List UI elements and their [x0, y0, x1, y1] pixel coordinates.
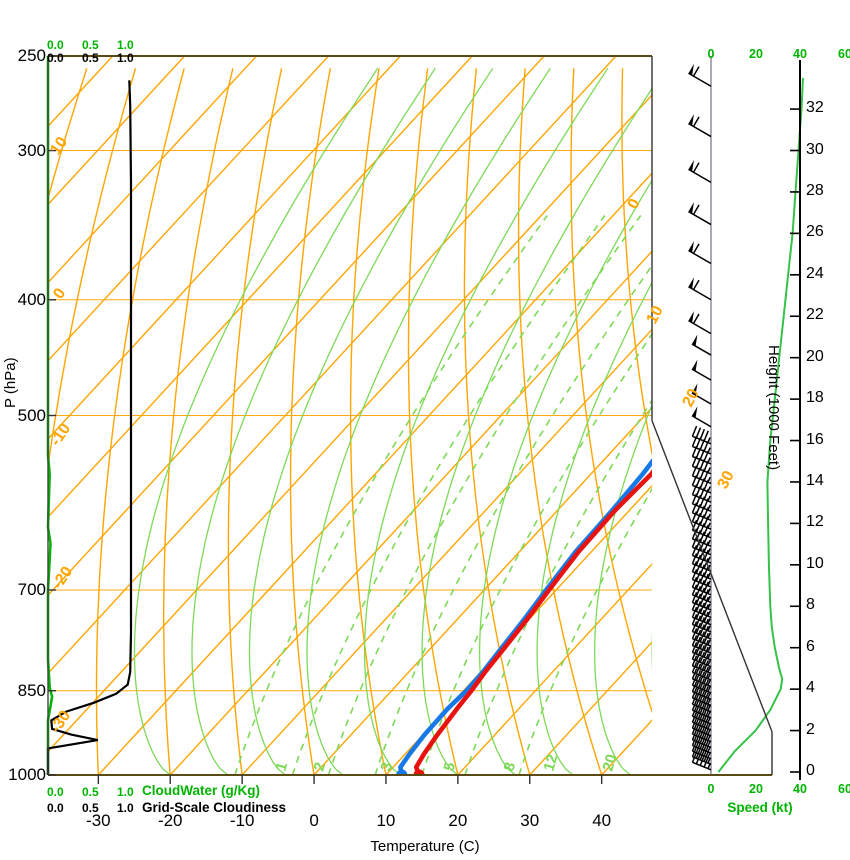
- mixing-ratio-label-12: 12: [541, 752, 562, 773]
- cloudwater-tick-top-0: 0.0: [47, 38, 64, 52]
- profile-layer: [396, 458, 652, 775]
- pressure-tick-700: 700: [17, 580, 46, 599]
- pressure-tick-850: 850: [17, 680, 46, 700]
- height-tick-14: 14: [806, 471, 824, 489]
- mixing-ratio-label-20: 20: [600, 752, 621, 773]
- temperature-tick-0: 0: [309, 811, 319, 830]
- height-axis-title: Height (1000 Feet): [765, 345, 782, 471]
- wind-speed-curve: [717, 77, 804, 773]
- adiabat-label-20-right: 20: [680, 386, 703, 410]
- cloudwater-tick-bot-2: 1.0: [117, 785, 134, 799]
- cloudwater-legend: CloudWater (g/Kg): [142, 783, 260, 798]
- speed-tick-bot-40: 40: [793, 782, 807, 796]
- height-tick-22: 22: [806, 306, 824, 324]
- height-tick-26: 26: [806, 223, 824, 241]
- speed-tick-bot-20: 20: [749, 782, 763, 796]
- pressure-tick-1000: 1000: [8, 765, 46, 784]
- height-tick-28: 28: [806, 181, 824, 199]
- cloudwater-tick-bot-1: 0.5: [82, 785, 99, 799]
- pressure-tick-250: 250: [17, 46, 46, 65]
- speed-tick-bot-60: 60: [838, 782, 850, 796]
- height-tick-10: 10: [806, 554, 824, 572]
- height-tick-4: 4: [806, 679, 815, 697]
- cloudiness-tick-bot-1: 0.5: [82, 801, 99, 815]
- cloudiness-tick-top-2: 1.0: [117, 51, 134, 65]
- height-tick-8: 8: [806, 596, 815, 614]
- cloudiness-legend: Grid-Scale Cloudiness: [142, 800, 287, 815]
- height-tick-6: 6: [806, 637, 815, 655]
- cloudwater-tick-top-1: 0.5: [82, 38, 99, 52]
- plot-frame: [47, 55, 801, 784]
- temperature-axis-title: Temperature (C): [370, 838, 480, 855]
- temperature-tick-30: 30: [520, 811, 540, 830]
- height-tick-16: 16: [806, 430, 824, 448]
- grid-layer: [48, 55, 652, 776]
- adiabat-label-30-right: 30: [715, 468, 738, 492]
- pressure-tick-500: 500: [17, 405, 46, 425]
- height-tick-32: 32: [806, 99, 824, 117]
- temperature-tick--10: -10: [229, 811, 255, 830]
- wind-barb-column: [688, 56, 712, 775]
- cloudiness-tick-bot-2: 1.0: [117, 801, 134, 815]
- cloudiness-tick-bot-0: 0.0: [47, 801, 64, 815]
- pressure-tick-300: 300: [17, 140, 46, 160]
- height-tick-24: 24: [806, 264, 824, 282]
- speed-tick-top-0: 0: [707, 47, 715, 61]
- cloudiness-tick-top-0: 0.0: [47, 51, 64, 65]
- temperature-tick-10: 10: [376, 811, 396, 830]
- height-tick-20: 20: [806, 347, 824, 365]
- temperature-tick-40: 40: [592, 811, 612, 830]
- adiabat-label-10-right: 10: [644, 303, 667, 327]
- pressure-axis-title: P (hPa): [2, 357, 19, 408]
- cloudwater-tick-bot-0: 0.0: [47, 785, 64, 799]
- height-tick-2: 2: [806, 720, 815, 738]
- temperature-tick--30: -30: [86, 811, 111, 830]
- height-tick-18: 18: [806, 389, 824, 407]
- pressure-tick-400: 400: [17, 289, 46, 309]
- cloudwater-tick-top-2: 1.0: [117, 38, 134, 52]
- temperature-tick-20: 20: [448, 811, 468, 830]
- cloudiness-tick-top-1: 0.5: [82, 51, 99, 65]
- height-tick-30: 30: [806, 140, 824, 158]
- height-tick-12: 12: [806, 513, 824, 531]
- height-tick-0: 0: [806, 762, 815, 779]
- temperature-tick--20: -20: [157, 811, 183, 830]
- speed-tick-top-20: 20: [749, 47, 763, 61]
- speed-tick-top-60: 60: [838, 47, 850, 61]
- speed-axis-title: Speed (kt): [727, 800, 793, 815]
- speed-tick-bot-0: 0: [707, 782, 715, 796]
- speed-tick-top-40: 40: [793, 47, 807, 61]
